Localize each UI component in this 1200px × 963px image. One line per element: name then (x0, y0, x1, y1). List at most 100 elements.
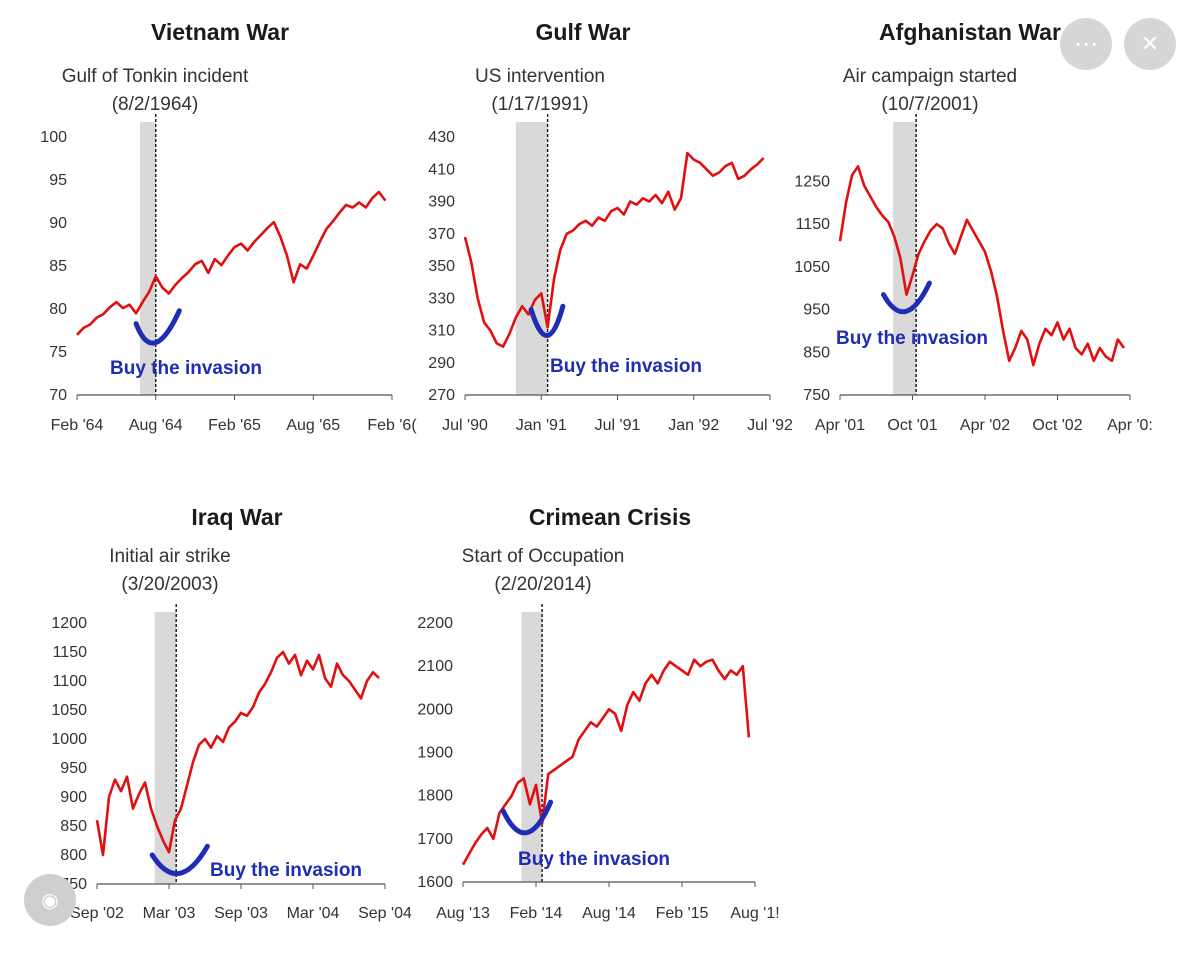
event-label: Initial air strike (109, 546, 230, 567)
chart-gulf-war: Gulf War US intervention (1/17/1991) 430 410… (428, 19, 793, 434)
y-tick-label: 750 (803, 387, 830, 404)
chart-iraq-war: Iraq War Initial air strike (3/20/2003) 120… (51, 504, 412, 922)
event-date-label: (8/2/1964) (112, 94, 199, 115)
x-tick-label: Jul '90 (442, 417, 488, 434)
smile-curve-annotation (500, 799, 554, 836)
y-tick-label: 2100 (417, 658, 453, 675)
y-tick-label: 80 (49, 301, 67, 318)
event-date-label: (1/17/1991) (491, 94, 588, 115)
y-tick-label: 900 (60, 789, 87, 806)
smile-curve-annotation (133, 308, 182, 346)
y-tick-label: 390 (428, 194, 455, 211)
chart-afghanistan-war: Afghanistan War Air campaign started (10/7… (794, 19, 1153, 434)
visual-search-button[interactable]: ◉ (24, 874, 76, 926)
y-tick-label: 410 (428, 161, 455, 178)
chart-title: Afghanistan War (879, 19, 1061, 45)
chart-title: Iraq War (191, 504, 282, 530)
y-tick-label: 75 (49, 344, 67, 361)
x-tick-label: Jan '92 (668, 417, 719, 434)
series-line (461, 658, 751, 866)
x-tick-label: Jul '92 (747, 417, 793, 434)
event-label: Air campaign started (843, 66, 1017, 87)
shaded-period (140, 122, 156, 395)
event-label: US intervention (475, 66, 605, 87)
chart-title: Crimean Crisis (529, 504, 691, 530)
buy-invasion-annotation: Buy the invasion (518, 849, 670, 870)
series-line (838, 165, 1126, 367)
more-icon: ⋯ (1074, 30, 1098, 58)
x-tick-label: Apr '01 (815, 417, 865, 434)
y-tick-label: 800 (60, 847, 87, 864)
y-tick-label: 1100 (53, 673, 88, 690)
y-tick-label: 90 (49, 215, 67, 232)
y-tick-label: 950 (60, 760, 87, 777)
y-tick-label: 270 (428, 387, 455, 404)
y-tick-label: 1150 (53, 644, 88, 661)
more-options-button[interactable]: ⋯ (1060, 18, 1112, 70)
y-tick-label: 2000 (417, 701, 453, 718)
event-date-label: (10/7/2001) (881, 94, 978, 115)
x-tick-label: Aug '64 (129, 417, 183, 434)
close-icon: ✕ (1140, 31, 1160, 57)
y-tick-label: 330 (428, 290, 455, 307)
smile-curve-annotation (149, 843, 210, 876)
y-tick-label: 950 (803, 302, 830, 319)
x-tick-label: Feb '65 (208, 417, 261, 434)
y-tick-label: 350 (428, 258, 455, 275)
event-date-label: (2/20/2014) (494, 574, 591, 595)
x-tick-label: Jan '91 (516, 417, 567, 434)
buy-invasion-annotation: Buy the invasion (210, 860, 362, 881)
y-tick-label: 2200 (417, 615, 453, 632)
y-tick-label: 850 (803, 344, 830, 361)
series-line (463, 151, 765, 348)
y-tick-label: 85 (49, 258, 67, 275)
x-tick-label: Mar '03 (143, 905, 196, 922)
y-tick-label: 370 (428, 226, 455, 243)
series-line (76, 190, 387, 336)
x-tick-label: Apr '02 (960, 417, 1010, 434)
y-tick-label: 290 (428, 355, 455, 372)
x-tick-label: Feb '15 (656, 905, 709, 922)
x-tick-label: Jul '91 (595, 417, 641, 434)
chart-title: Vietnam War (151, 19, 289, 45)
smile-curve-annotation (881, 280, 932, 315)
event-label: Gulf of Tonkin incident (62, 66, 249, 87)
x-tick-label: Sep '03 (214, 905, 268, 922)
shaded-period (521, 612, 543, 882)
x-tick-label: Sep '02 (70, 905, 124, 922)
y-tick-label: 1050 (51, 702, 87, 719)
shaded-period (893, 122, 917, 395)
event-date-label: (3/20/2003) (121, 574, 218, 595)
smile-curve-annotation (528, 303, 566, 338)
y-tick-label: 1800 (417, 788, 453, 805)
close-button[interactable]: ✕ (1124, 18, 1176, 70)
chart-crimean-crisis: Crimean Crisis Start of Occupation (2/20/2… (417, 504, 779, 922)
y-tick-label: 430 (428, 129, 455, 146)
chart-title: Gulf War (536, 19, 631, 45)
y-tick-label: 1150 (796, 216, 831, 233)
y-tick-label: 1000 (51, 731, 87, 748)
buy-invasion-annotation: Buy the invasion (836, 328, 988, 349)
series-line (95, 650, 380, 857)
x-tick-label: Aug '14 (582, 905, 636, 922)
y-tick-label: 1900 (417, 745, 453, 762)
x-tick-label: Aug '13 (436, 905, 490, 922)
y-tick-label: 95 (49, 172, 67, 189)
y-tick-label: 1250 (794, 173, 830, 190)
y-tick-label: 100 (40, 129, 67, 146)
chart-vietnam-war: Vietnam War Gulf of Tonkin incident (8/2/1… (40, 19, 417, 434)
x-tick-label: Aug '1! (730, 905, 779, 922)
x-tick-label: Feb '14 (510, 905, 563, 922)
x-tick-label: Feb '64 (51, 417, 104, 434)
y-tick-label: 1200 (51, 615, 87, 632)
shaded-period (154, 612, 177, 884)
x-tick-label: Apr '0: (1107, 417, 1153, 434)
shaded-period (515, 122, 548, 395)
x-tick-label: Oct '02 (1032, 417, 1082, 434)
y-tick-label: 70 (49, 387, 67, 404)
buy-invasion-annotation: Buy the invasion (550, 356, 702, 377)
y-tick-label: 1050 (794, 259, 830, 276)
x-tick-label: Feb '6( (367, 417, 417, 434)
event-label: Start of Occupation (462, 546, 625, 567)
y-tick-label: 1600 (417, 874, 453, 891)
